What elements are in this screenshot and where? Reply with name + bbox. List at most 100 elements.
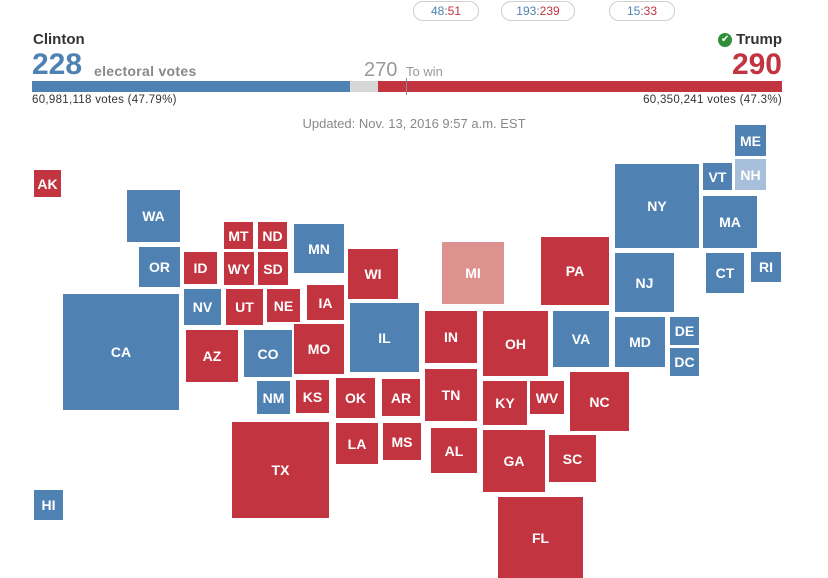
state-tile-tn[interactable]: TN (425, 369, 477, 421)
rep-popular-votes: 60,350,241 votes (47.3%) (643, 94, 782, 106)
state-label: SD (263, 260, 283, 277)
state-label: OK (345, 390, 366, 406)
electoral-bar-undecided (349, 81, 378, 92)
state-tile-nh[interactable]: NH (735, 159, 766, 190)
dem-candidate-name: Clinton (33, 31, 85, 48)
state-label: RI (759, 259, 773, 275)
state-tile-wi[interactable]: WI (348, 249, 398, 299)
state-label: NJ (635, 274, 654, 291)
state-label: AZ (202, 348, 222, 364)
state-tile-me[interactable]: ME (735, 125, 766, 156)
state-label: MI (465, 265, 481, 281)
pill-house[interactable]: 193:239 (501, 1, 575, 21)
state-label: NC (589, 393, 610, 410)
state-tile-va[interactable]: VA (553, 311, 609, 367)
state-label: ID (193, 260, 208, 276)
state-tile-mt[interactable]: MT (224, 222, 253, 249)
state-tile-mn[interactable]: MN (294, 224, 344, 273)
state-tile-nv[interactable]: NV (184, 289, 221, 325)
pill-dem-count: 48 (430, 4, 445, 18)
state-tile-id[interactable]: ID (184, 252, 217, 284)
state-tile-ms[interactable]: MS (383, 423, 421, 460)
to-win-number: 270 (364, 59, 398, 81)
state-tile-ks[interactable]: KS (296, 380, 329, 413)
state-label: NY (647, 198, 667, 214)
state-tile-il[interactable]: IL (350, 303, 419, 372)
pill-rep-count: 51 (447, 4, 462, 18)
state-label: ND (262, 227, 283, 244)
state-tile-sc[interactable]: SC (549, 435, 596, 482)
state-label: SC (562, 450, 583, 467)
state-label: NM (262, 389, 285, 406)
pill-governors[interactable]: 15:33 (609, 1, 675, 21)
state-label: TX (271, 462, 290, 478)
rep-candidate-name: Trump (736, 31, 782, 48)
state-tile-ct[interactable]: CT (706, 253, 744, 293)
state-tile-oh[interactable]: OH (483, 311, 548, 376)
state-tile-pa[interactable]: PA (541, 237, 609, 305)
dem-popular-votes: 60,981,118 votes (47.79%) (32, 94, 177, 106)
state-tile-co[interactable]: CO (244, 330, 292, 377)
state-tile-al[interactable]: AL (431, 428, 477, 473)
pill-separator: : (640, 4, 644, 18)
state-label: UT (235, 299, 254, 315)
state-tile-la[interactable]: LA (336, 423, 378, 464)
state-tile-ky[interactable]: KY (483, 381, 527, 425)
state-tile-ar[interactable]: AR (382, 379, 420, 416)
state-label: MN (308, 240, 330, 257)
state-tile-vt[interactable]: VT (703, 163, 732, 190)
state-tile-de[interactable]: DE (670, 317, 699, 345)
state-tile-hi[interactable]: HI (34, 490, 63, 520)
state-tile-tx[interactable]: TX (232, 422, 329, 518)
to-win-label: To win (406, 64, 443, 79)
state-tile-ut[interactable]: UT (226, 289, 263, 325)
state-tile-nc[interactable]: NC (570, 372, 629, 431)
state-tile-md[interactable]: MD (615, 317, 665, 367)
state-tile-mi[interactable]: MI (442, 242, 504, 304)
state-label: MT (228, 227, 249, 244)
state-label: DC (674, 354, 695, 370)
state-tile-ri[interactable]: RI (751, 252, 781, 282)
state-tile-wa[interactable]: WA (127, 190, 180, 242)
state-tile-ne[interactable]: NE (267, 289, 300, 322)
state-label: NV (192, 299, 213, 315)
state-label: CT (715, 265, 735, 281)
state-label: DE (674, 323, 695, 339)
state-tile-ma[interactable]: MA (703, 196, 757, 248)
state-tile-ak[interactable]: AK (34, 170, 61, 197)
to-win-marker (406, 78, 407, 95)
state-label: CA (110, 344, 132, 360)
state-tile-nd[interactable]: ND (258, 222, 287, 249)
state-tile-ok[interactable]: OK (336, 378, 375, 418)
state-label: FL (531, 529, 550, 546)
state-label: OH (505, 335, 526, 352)
state-tile-mo[interactable]: MO (294, 324, 344, 374)
electoral-bar-dem (32, 81, 350, 92)
state-tile-fl[interactable]: FL (498, 497, 583, 578)
state-tile-az[interactable]: AZ (186, 330, 238, 382)
state-tile-ga[interactable]: GA (483, 430, 545, 492)
state-tile-ny[interactable]: NY (615, 164, 699, 248)
state-tile-ia[interactable]: IA (307, 285, 344, 320)
state-label: MA (719, 214, 741, 230)
pill-rep-count: 239 (539, 4, 560, 18)
state-tile-nm[interactable]: NM (257, 381, 290, 414)
state-label: IA (318, 294, 333, 311)
state-tile-sd[interactable]: SD (258, 252, 288, 285)
pill-dem-count: 15 (626, 4, 641, 18)
state-tile-in[interactable]: IN (425, 311, 477, 363)
state-label: VT (708, 168, 727, 185)
state-tile-or[interactable]: OR (139, 247, 180, 287)
electoral-bar-rep (377, 81, 782, 92)
state-tile-wy[interactable]: WY (224, 252, 254, 285)
state-label: LA (347, 435, 367, 452)
state-label: OR (149, 259, 170, 275)
pill-senate[interactable]: 48:51 (413, 1, 479, 21)
state-tile-dc[interactable]: DC (670, 348, 699, 376)
state-label: ME (740, 132, 761, 149)
state-tile-nj[interactable]: NJ (615, 253, 674, 312)
state-label: GA (503, 453, 525, 469)
state-tile-wv[interactable]: WV (530, 381, 564, 414)
state-tile-ca[interactable]: CA (63, 294, 179, 410)
state-label: WA (142, 208, 165, 224)
